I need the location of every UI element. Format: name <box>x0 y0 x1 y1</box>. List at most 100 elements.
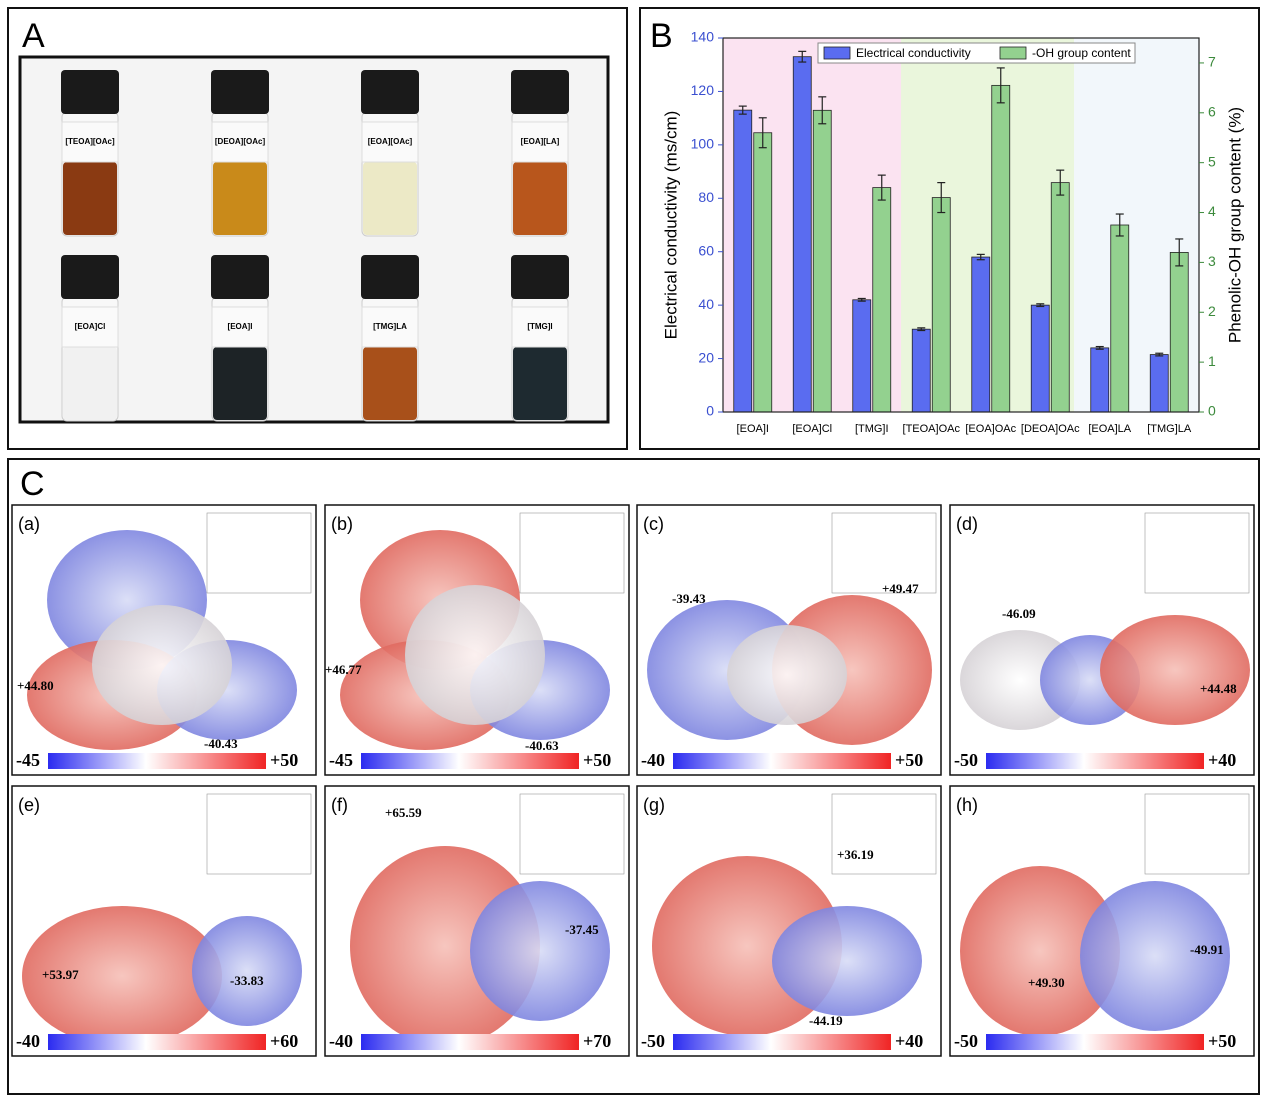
bar <box>872 187 892 413</box>
y-tick-label: 80 <box>698 189 714 205</box>
legend-swatch <box>999 46 1027 60</box>
x-tick-label: [EOA]LA <box>1088 423 1131 435</box>
vial-liquid <box>213 347 267 420</box>
vial-label-paper <box>361 121 419 163</box>
vial-liquid <box>213 162 267 235</box>
histogram-inset <box>206 793 312 875</box>
vial-liquid <box>513 347 567 420</box>
plot-frame <box>722 37 1200 413</box>
y2-tick-label: 6 <box>1208 104 1216 120</box>
bar <box>852 299 872 413</box>
color-scale <box>986 753 1204 769</box>
vial-cap <box>61 70 119 114</box>
color-scale <box>48 753 266 769</box>
vial: [TMG]LA <box>361 255 419 422</box>
scale-max: +50 <box>583 750 611 770</box>
esp-panel: (e) -40 +60 +53.97 -33.83 <box>11 785 317 1057</box>
y-axis-label: Electrical conductivity (ms/cm) <box>661 111 680 340</box>
y2-tick-label: 0 <box>1208 403 1216 419</box>
esp-panel: (c) -40 +50 -39.43 +49.47 <box>636 504 942 776</box>
x-tick-label: [DEOA]OAc <box>1021 423 1080 435</box>
histogram-inset <box>519 512 625 594</box>
vial-cap <box>211 255 269 299</box>
y-tick-label: 20 <box>698 349 714 365</box>
scale-min: -50 <box>954 1031 978 1051</box>
vial-liquid <box>63 162 117 235</box>
y2-tick-label: 4 <box>1208 203 1216 219</box>
vial-label-paper <box>61 121 119 163</box>
vial-label-paper <box>211 121 269 163</box>
color-scale <box>673 753 891 769</box>
vial-cap <box>511 70 569 114</box>
bar <box>971 256 991 413</box>
error-bar <box>1036 303 1045 308</box>
error-bar <box>937 182 946 214</box>
vial-liquid <box>363 347 417 420</box>
color-scale <box>48 1034 266 1050</box>
vial-label-paper <box>511 121 569 163</box>
esp-surface <box>92 605 232 725</box>
vial-label: [DEOA][OAc] <box>215 137 266 146</box>
x-tick-label: [TMG]LA <box>1147 423 1192 435</box>
error-bar <box>1095 345 1104 350</box>
vials: [TEOA][OAc] [DEOA][OAc] [EOA][OAc] [EOA][LA… <box>61 70 569 422</box>
bar <box>1030 304 1050 413</box>
vial-label: [TEOA][OAc] <box>65 137 115 146</box>
scale-max: +50 <box>1208 1031 1236 1051</box>
vial-label: [EOA][LA] <box>521 137 560 146</box>
x-tick-label: [TEOA]OAc <box>903 423 961 435</box>
vial-cap <box>361 255 419 299</box>
esp-extremum: +44.48 <box>1200 681 1237 696</box>
color-scale <box>361 1034 579 1050</box>
esp-panel: (g) -50 +40 +36.19 -44.19 <box>636 785 942 1057</box>
esp-surface <box>192 916 302 1026</box>
y-tick-label: 120 <box>691 82 715 98</box>
esp-panel: (d) -50 +40 -46.09 +44.48 <box>949 504 1255 776</box>
color-scale <box>361 753 579 769</box>
scale-min: -40 <box>641 750 665 770</box>
bar <box>1110 224 1130 413</box>
scale-max: +50 <box>270 750 298 770</box>
esp-surface <box>1100 615 1250 725</box>
scale-min: -40 <box>16 1031 40 1051</box>
vial-liquid <box>63 347 117 420</box>
y2-tick-label: 5 <box>1208 153 1216 169</box>
vial: [TMG]I <box>511 255 569 422</box>
bar <box>753 132 773 413</box>
vial-label: [TMG]LA <box>373 322 407 331</box>
vial-label-paper <box>61 306 119 348</box>
error-bar <box>798 50 807 63</box>
scale-max: +40 <box>895 1031 923 1051</box>
histogram-inset <box>519 793 625 875</box>
esp-extremum: -49.91 <box>1190 942 1224 957</box>
esp-surface <box>1080 881 1230 1031</box>
esp-extremum: +44.80 <box>17 678 54 693</box>
vial-label-paper <box>211 306 269 348</box>
esp-panel: (b) -45 +50 +46.77 -40.63 <box>324 504 630 776</box>
vial: [EOA]Cl <box>61 255 119 422</box>
bar <box>733 109 753 413</box>
scale-max: +40 <box>1208 750 1236 770</box>
esp-extremum: -44.19 <box>809 1013 843 1028</box>
vial: [TEOA][OAc] <box>61 70 119 237</box>
panel-label: (d) <box>956 514 978 534</box>
esp-surface <box>22 906 222 1046</box>
x-tick-label: [EOA]I <box>737 423 769 435</box>
bar <box>1169 252 1189 413</box>
bar <box>1090 347 1110 413</box>
error-bar <box>818 96 827 125</box>
esp-extremum: +36.19 <box>837 847 874 862</box>
y2-tick-label: 2 <box>1208 303 1216 319</box>
error-bar <box>1175 238 1184 267</box>
scale-min: -45 <box>16 750 40 770</box>
esp-surface <box>470 881 610 1021</box>
histogram-inset <box>831 793 937 875</box>
vial: [EOA]I <box>211 255 269 422</box>
bar <box>1050 182 1070 413</box>
vial-label: [EOA][OAc] <box>368 137 413 146</box>
esp-extremum: +49.30 <box>1028 975 1065 990</box>
esp-extremum: -40.43 <box>204 736 238 751</box>
histogram-inset <box>1144 512 1250 594</box>
error-bar <box>976 253 985 261</box>
